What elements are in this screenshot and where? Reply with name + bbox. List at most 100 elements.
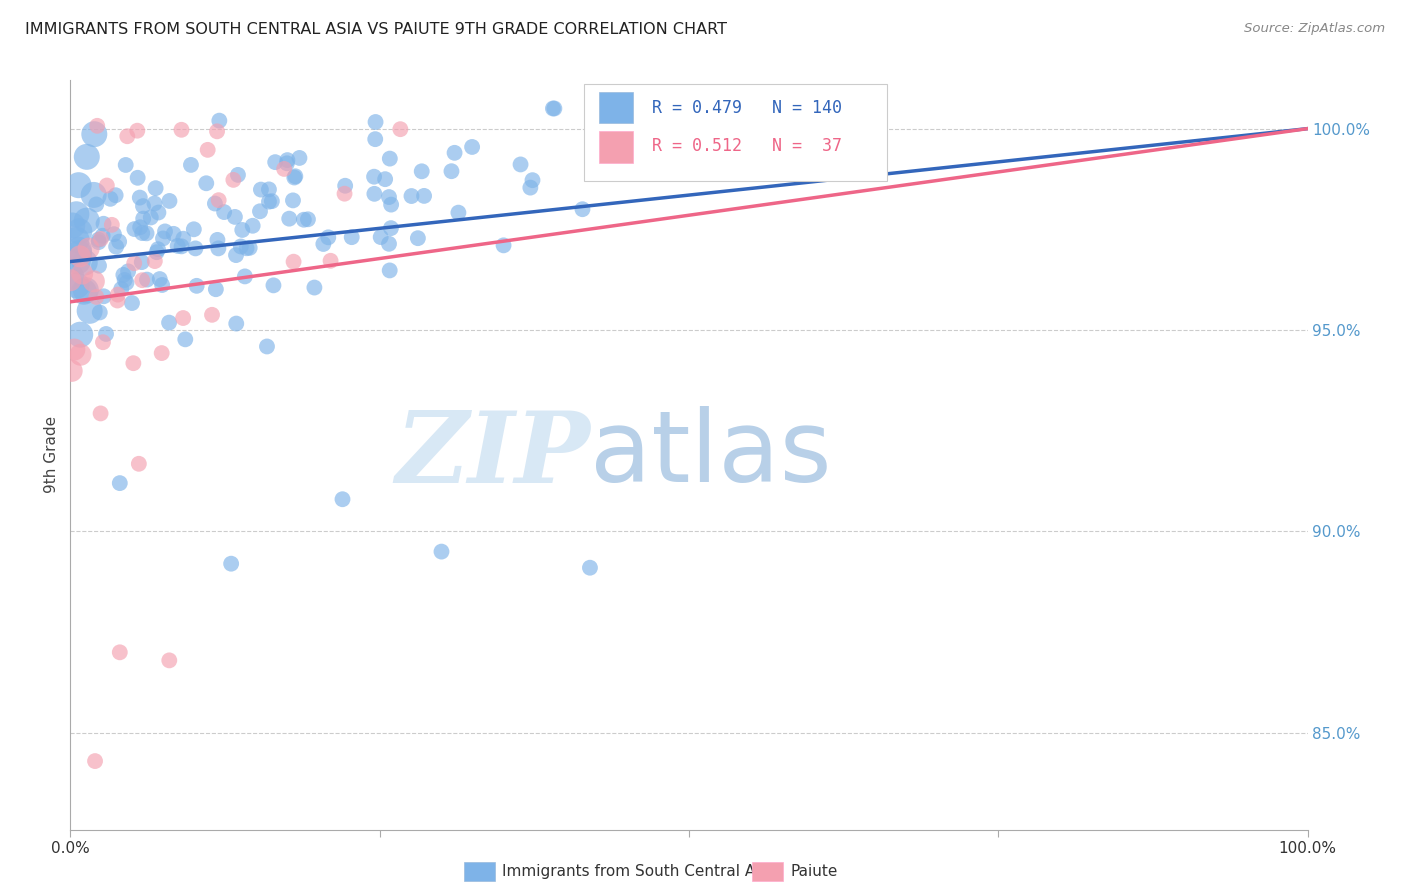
Point: [108, 476, 131, 491]
Point: [76, 213, 98, 227]
Point: [364, 132, 387, 146]
Point: [208, 113, 231, 128]
Point: [257, 182, 280, 196]
Point: [65, 233, 87, 247]
Point: [131, 273, 153, 287]
Point: [579, 560, 602, 574]
Point: [117, 129, 139, 144]
Point: [128, 457, 150, 471]
Point: [114, 158, 136, 172]
Point: [139, 211, 162, 225]
Point: [378, 190, 401, 204]
Point: [333, 178, 356, 193]
Point: [94, 326, 117, 341]
Point: [70, 267, 93, 281]
Point: [288, 151, 311, 165]
Point: [319, 253, 342, 268]
Point: [131, 255, 153, 269]
Point: [316, 230, 339, 244]
Point: [440, 164, 463, 178]
Point: [332, 492, 354, 507]
Point: [117, 264, 139, 278]
Point: [264, 155, 287, 169]
Point: [363, 186, 385, 201]
Point: [132, 199, 155, 213]
Text: R = 0.479   N = 140: R = 0.479 N = 140: [652, 99, 842, 117]
Point: [67, 243, 90, 257]
Point: [149, 272, 172, 286]
Point: [411, 164, 433, 178]
Point: [207, 241, 229, 255]
Point: [60, 219, 83, 233]
Point: [401, 189, 423, 203]
Point: [593, 104, 616, 119]
Point: [150, 277, 173, 292]
Point: [75, 283, 97, 297]
Point: [162, 227, 184, 241]
Point: [186, 278, 208, 293]
Point: [59, 273, 82, 287]
Point: [219, 557, 242, 571]
Point: [201, 308, 224, 322]
Point: [69, 327, 91, 342]
Point: [174, 332, 197, 346]
Point: [131, 226, 153, 240]
Point: [208, 193, 231, 207]
Point: [389, 122, 412, 136]
Point: [170, 239, 193, 253]
Point: [180, 158, 202, 172]
Point: [541, 102, 564, 116]
Point: [239, 241, 262, 255]
Point: [256, 339, 278, 353]
Point: [278, 211, 301, 226]
Point: [86, 119, 108, 133]
Point: [225, 317, 247, 331]
Point: [340, 230, 363, 244]
Point: [77, 242, 100, 256]
Point: [87, 235, 110, 249]
Point: [66, 278, 89, 293]
Point: [205, 282, 228, 296]
Point: [212, 205, 235, 219]
Point: [84, 754, 107, 768]
Point: [364, 115, 387, 129]
Point: [374, 172, 396, 186]
Point: [257, 194, 280, 209]
Point: [135, 227, 157, 241]
Point: [197, 143, 219, 157]
Point: [86, 290, 108, 304]
Point: [67, 224, 90, 238]
Point: [222, 173, 245, 187]
Point: [104, 188, 127, 202]
Point: [233, 269, 256, 284]
Point: [67, 246, 90, 260]
Point: [66, 254, 89, 268]
Point: [225, 248, 247, 262]
Point: [121, 296, 143, 310]
Point: [370, 230, 392, 244]
Point: [522, 173, 544, 187]
Point: [146, 242, 169, 256]
Point: [207, 233, 229, 247]
Point: [83, 188, 105, 202]
Point: [67, 178, 90, 193]
Point: [87, 259, 110, 273]
Point: [170, 122, 193, 136]
Point: [73, 285, 96, 299]
Point: [145, 245, 167, 260]
Point: [107, 293, 129, 308]
Text: ZIP: ZIP: [395, 407, 591, 503]
Point: [143, 254, 166, 268]
Point: [91, 335, 114, 350]
Point: [89, 305, 111, 319]
Point: [166, 239, 188, 253]
Point: [262, 278, 284, 293]
FancyBboxPatch shape: [599, 131, 633, 162]
Point: [413, 189, 436, 203]
Point: [281, 194, 304, 208]
Point: [297, 212, 319, 227]
Point: [136, 272, 159, 286]
Point: [205, 124, 228, 138]
Point: [363, 169, 385, 184]
Point: [242, 219, 264, 233]
